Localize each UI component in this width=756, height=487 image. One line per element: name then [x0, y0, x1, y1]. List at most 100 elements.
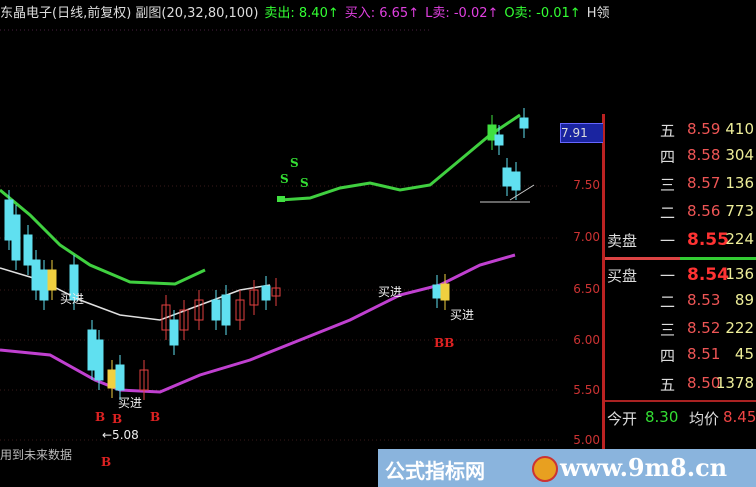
price: 8.57 [687, 174, 721, 192]
order-book-row[interactable]: 三 8.52 222 [605, 319, 756, 345]
price: 8.52 [687, 319, 721, 337]
axis-tick: 5.00 [573, 433, 600, 447]
candle [47, 269, 57, 291]
order-book-row[interactable]: 二 8.56 773 [605, 202, 756, 228]
candle [249, 289, 259, 306]
candle [271, 287, 281, 297]
open-label: 今开 [607, 410, 638, 428]
candle [69, 264, 79, 301]
spread-bar-buy [680, 257, 756, 260]
price: 8.56 [687, 202, 721, 220]
buy-signal-label: 买进 [450, 308, 475, 322]
s-marker: S [300, 176, 309, 190]
candle [169, 319, 179, 346]
level-label: 三 [659, 321, 675, 339]
avg-label: 均价 [689, 410, 720, 428]
candle [432, 284, 442, 299]
candle [494, 134, 504, 146]
s-marker: S [280, 172, 289, 186]
volume: 136 [725, 174, 754, 192]
axis-tick: 6.00 [573, 333, 600, 347]
order-book: 五 8.59 410 四 8.58 304 三 8.57 136 二 8.56 773 卖盘一 8.55 2… [603, 114, 756, 449]
candle [261, 285, 271, 301]
candle [11, 214, 21, 261]
candle [519, 117, 529, 129]
side-label: 买盘 [607, 267, 638, 285]
level-label: 三 [659, 176, 675, 194]
candle [115, 364, 125, 391]
level-label: 四 [659, 347, 675, 365]
buy-signal-label: 买进 [118, 396, 143, 410]
candle [161, 304, 171, 331]
axis-tick: 5.50 [573, 383, 600, 397]
order-book-row[interactable]: 四 8.58 304 [605, 146, 756, 172]
candle [235, 299, 245, 321]
upper-band-line [279, 113, 521, 202]
level-label: 二 [659, 293, 675, 311]
order-book-row[interactable]: 买盘 一 8.54 136 [605, 265, 756, 291]
level-label: 五 [659, 376, 675, 394]
volume: 773 [725, 202, 754, 220]
volume: 1378 [715, 374, 754, 392]
b-marker: B [150, 410, 161, 424]
current-price-marker: 7.91 [560, 123, 604, 143]
buy-signal-label: 买进 [60, 292, 85, 306]
logo-icon [532, 456, 558, 482]
watermark-site-name: 公式指标网 [385, 459, 485, 483]
candle [23, 234, 33, 266]
chart-header: 东晶电子(日线,前复权) 副图(20,32,80,100) 卖出: 8.40↑ 买入… [0, 2, 615, 21]
avg-price: 8.45 [723, 408, 756, 426]
order-book-row[interactable]: 二 8.53 89 [605, 291, 756, 317]
side-label: 卖盘 [607, 232, 638, 250]
candle [194, 299, 204, 321]
price: 8.53 [687, 291, 721, 309]
candlestick-chart[interactable] [0, 0, 603, 449]
order-book-row[interactable]: 三 8.57 136 [605, 174, 756, 200]
price: 8.55 [687, 230, 729, 250]
volume: 222 [725, 319, 754, 337]
order-book-row[interactable]: 卖盘 一 8.55 224 [605, 230, 756, 256]
price: 8.58 [687, 146, 721, 164]
bb-marker: BB [434, 336, 455, 350]
level-label: 一 [659, 232, 675, 250]
axis-tick: 7.00 [573, 230, 600, 244]
axis-tick: 7.50 [573, 178, 600, 192]
candle [502, 167, 512, 187]
candle [139, 369, 149, 391]
candle [487, 124, 497, 141]
b-marker: B [95, 410, 106, 424]
order-book-row[interactable]: 五 8.59 410 [605, 120, 756, 146]
b-marker: B [101, 455, 112, 469]
axis-tick: 6.50 [573, 282, 600, 296]
price: 8.51 [687, 345, 721, 363]
order-book-row[interactable]: 四 8.51 45 [605, 345, 756, 371]
volume: 410 [725, 120, 754, 138]
candle [440, 283, 450, 301]
sell-value: 卖出: 8.40↑ [264, 6, 339, 21]
o-sell-value: O卖: -0.01↑ [504, 6, 581, 21]
volume: 45 [734, 345, 754, 363]
divider [605, 400, 756, 402]
candle [179, 309, 189, 331]
level-label: 二 [659, 204, 675, 222]
watermark-url: www.9m8.cn [560, 453, 728, 482]
order-book-row[interactable]: 五 8.50 1378 [605, 374, 756, 400]
low-price-label: ←5.08 [102, 428, 139, 442]
l-sell-value: L卖: -0.02↑ [425, 6, 499, 21]
watermark-banner: 公式指标网 www.9m8.cn [378, 449, 756, 487]
level-label: 一 [659, 267, 675, 285]
candle [511, 171, 521, 191]
price: 8.50 [687, 374, 721, 392]
spread-bar-sell [605, 257, 680, 260]
s-marker: S [290, 156, 299, 170]
candle [31, 259, 41, 291]
candle [211, 299, 221, 321]
signal-block [277, 196, 285, 202]
trend-line [509, 184, 535, 201]
level-label: 四 [659, 148, 675, 166]
b-marker: B [112, 412, 123, 426]
buy-value: 买入: 6.65↑ [344, 6, 420, 21]
buy-signal-label: 买进 [378, 285, 403, 299]
candle [39, 269, 49, 301]
